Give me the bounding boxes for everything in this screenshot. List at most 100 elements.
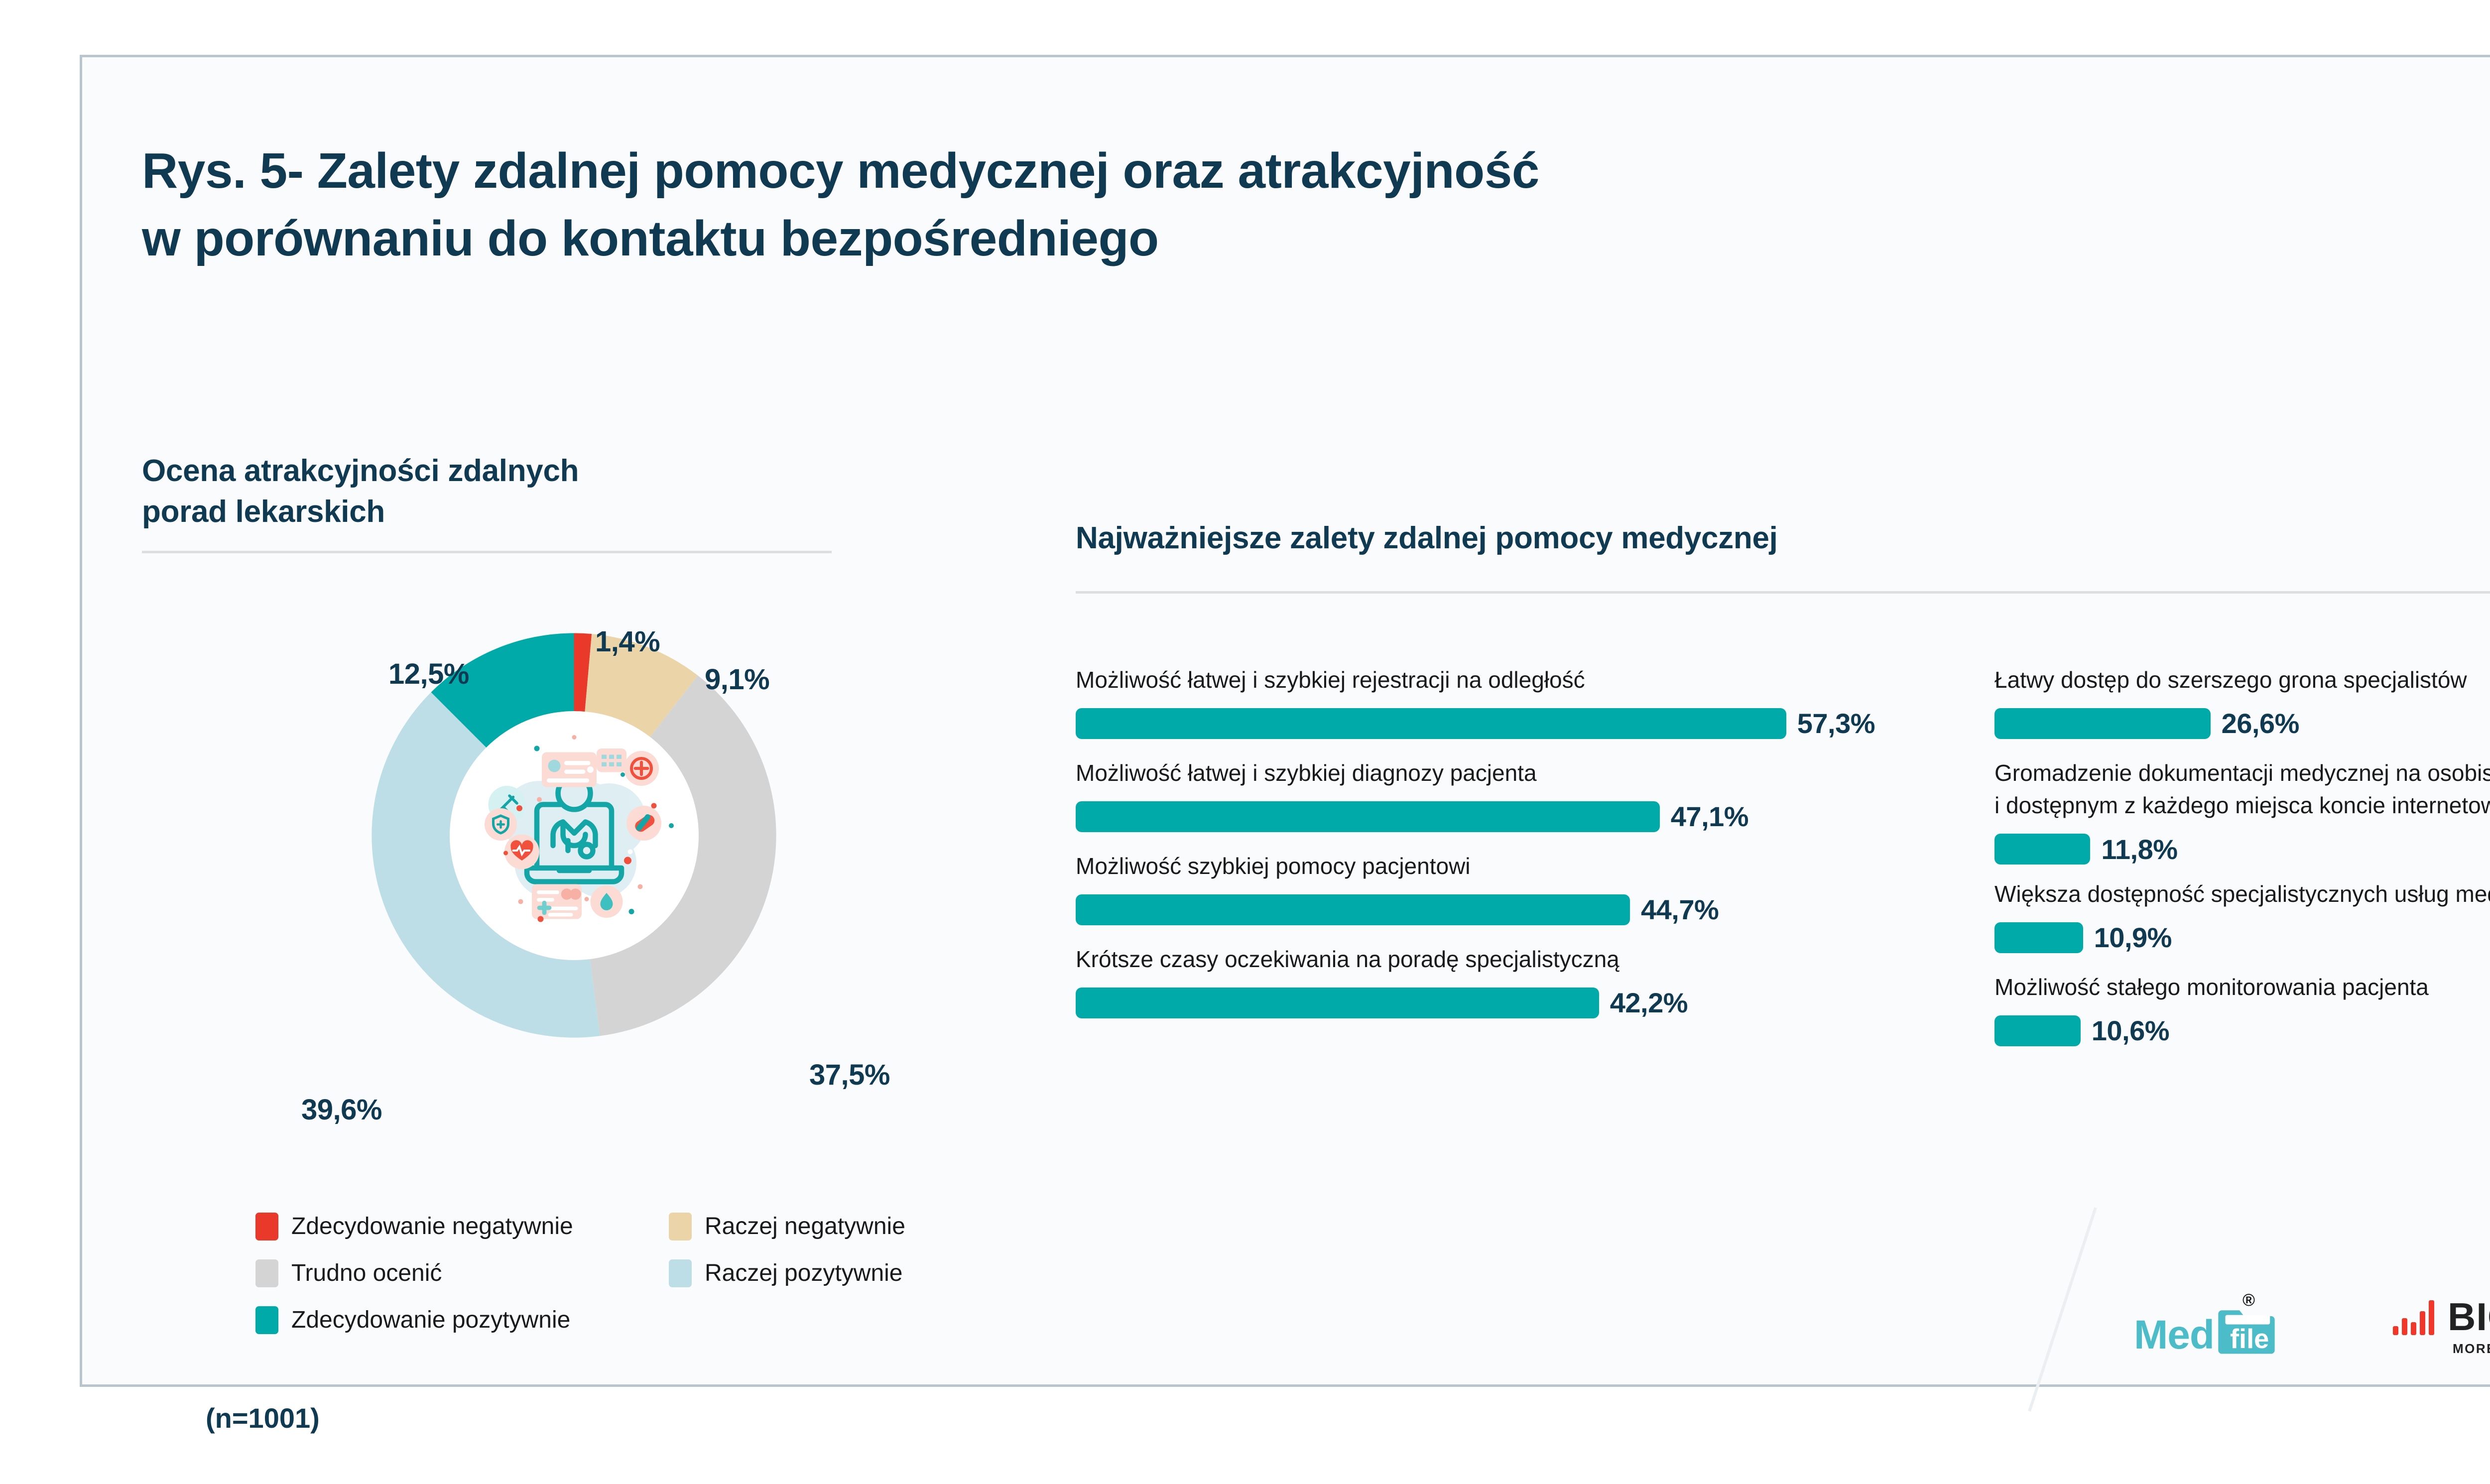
donut-chart	[361, 622, 787, 1048]
benefit-bar-row: 42,2%	[1076, 987, 1688, 1019]
benefit-bar-label: Większa dostępność specjalistycznych usł…	[1994, 881, 2490, 907]
benefit-bar[interactable]	[1076, 801, 1660, 832]
benefit-bar-row: 47,1%	[1076, 800, 1749, 833]
sample-size-label: (n=1001)	[206, 1402, 320, 1434]
donut-segment[interactable]	[589, 675, 776, 1036]
medfile-registered-mark: ®	[2242, 1291, 2255, 1310]
donut-legend: Zdecydowanie negatywnie Raczej negatywni…	[255, 1213, 953, 1353]
benefit-bar-row: 10,9%	[1994, 921, 2490, 954]
page-title-line-1: Rys. 5- Zalety zdalnej pomocy medycznej …	[142, 143, 1539, 199]
legend-item-hard-to-assess[interactable]: Trudno ocenić	[255, 1259, 669, 1287]
benefit-bar[interactable]	[1994, 708, 2211, 739]
telemedicine-illustration	[450, 711, 699, 960]
legend-item-rather-negative[interactable]: Raczej negatywnie	[669, 1213, 905, 1240]
legend-item-strongly-positive[interactable]: Zdecydowanie pozytywnie	[255, 1306, 669, 1334]
legend-swatch-strongly-negative	[255, 1213, 278, 1240]
donut-panel-title-line-2: porad lekarskich	[142, 495, 385, 529]
donut-label-1: 1,4%	[595, 625, 660, 658]
donut-panel-divider	[142, 550, 832, 553]
biostat-logo-wordmark: BIOSTAT	[2448, 1295, 2490, 1339]
benefit-bar-value: 57,3%	[1797, 708, 1875, 740]
benefit-bar[interactable]	[1994, 1015, 2081, 1046]
legend-item-rather-positive[interactable]: Raczej pozytywnie	[669, 1259, 903, 1287]
page-title: Rys. 5- Zalety zdalnej pomocy medycznej …	[142, 137, 1935, 272]
illustration-icon-heart	[504, 834, 539, 869]
donut-label-5: 12,5%	[388, 658, 469, 690]
benefit-bar[interactable]	[1076, 987, 1599, 1018]
biostat-logo-top: BIOSTAT ®	[2393, 1295, 2490, 1339]
legend-row: Trudno ocenić Raczej pozytywnie	[255, 1259, 953, 1287]
benefit-bar[interactable]	[1994, 922, 2083, 953]
benefit-bar-row: 44,7%	[1076, 893, 1719, 926]
benefit-bar-row: 11,8%	[1994, 833, 2490, 866]
benefit-bar-item: Gromadzenie dokumentacji medycznej na os…	[1994, 757, 2490, 866]
svg-text:file: file	[2230, 1324, 2269, 1354]
benefit-bar-label: Możliwość szybkiej pomocy pacjentowi	[1076, 853, 1471, 879]
folder-icon: file	[2217, 1300, 2276, 1359]
legend-row: Zdecydowanie pozytywnie	[255, 1306, 953, 1334]
legend-swatch-rather-positive	[669, 1259, 692, 1287]
benefit-bar-value: 44,7%	[1641, 894, 1719, 926]
benefit-bar-row: 10,6%	[1994, 1014, 2429, 1047]
illustration-icon-shield	[485, 808, 517, 841]
benefit-bar-item: Łatwy dostęp do szerszego grona specjali…	[1994, 664, 2467, 740]
benefit-bar-item: Krótsze czasy oczekiwania na poradę spec…	[1076, 943, 1688, 1019]
donut-label-2: 9,1%	[705, 663, 770, 696]
benefit-bar-item: Możliwość szybkiej pomocy pacjentowi 44,7…	[1076, 850, 1719, 926]
donut-segment[interactable]	[372, 692, 600, 1038]
legend-label-strongly-positive: Zdecydowanie pozytywnie	[291, 1307, 571, 1333]
benefit-bar-row: 26,6%	[1994, 707, 2467, 740]
benefit-bar-item: Możliwość łatwej i szybkiej diagnozy pac…	[1076, 757, 1749, 833]
donut-label-3: 37,5%	[809, 1059, 890, 1091]
benefit-bar-item: Większa dostępność specjalistycznych usł…	[1994, 878, 2490, 954]
legend-label-rather-negative: Raczej negatywnie	[705, 1213, 905, 1239]
illustration-icon-medical-record	[532, 884, 582, 919]
benefit-bar-label: Krótsze czasy oczekiwania na poradę spec…	[1076, 946, 1619, 972]
benefit-bar-value: 26,6%	[2221, 708, 2300, 740]
legend-swatch-rather-negative	[669, 1213, 692, 1240]
legend-label-rather-positive: Raczej pozytywnie	[705, 1260, 903, 1286]
logo-area: Med file ® BIOSTAT ®	[2028, 1207, 2490, 1412]
donut-chart-svg	[372, 633, 776, 1038]
benefit-bar-item: Możliwość stałego monitorowania pacjenta…	[1994, 971, 2429, 1047]
donut-segment[interactable]	[431, 633, 574, 750]
benefits-panel-title: Najważniejsze zalety zdalnej pomocy medy…	[1076, 521, 1778, 555]
benefit-bar[interactable]	[1994, 834, 2091, 865]
benefit-bar-label: Możliwość łatwej i szybkiej diagnozy pac…	[1076, 760, 1537, 786]
benefit-bar-value: 10,9%	[2094, 922, 2172, 954]
benefit-bar-row: 57,3%	[1076, 707, 1875, 740]
logo-separator-slash	[2028, 1207, 2097, 1412]
illustration-icon-calendar	[597, 748, 626, 772]
legend-swatch-hard-to-assess	[255, 1259, 278, 1287]
donut-segment[interactable]	[584, 633, 698, 740]
benefit-bar-value: 10,6%	[2091, 1015, 2170, 1047]
legend-label-hard-to-assess: Trudno ocenić	[291, 1260, 442, 1286]
bar-chart-icon	[2393, 1298, 2438, 1335]
infographic-card: Rys. 5- Zalety zdalnej pomocy medycznej …	[80, 55, 2490, 1434]
benefit-bar-label: Łatwy dostęp do szerszego grona specjali…	[1994, 667, 2467, 693]
benefit-bar-item: Możliwość łatwej i szybkiej rejestracji …	[1076, 664, 1875, 740]
donut-panel-title: Ocena atrakcyjności zdalnych porad lekar…	[142, 451, 839, 533]
biostat-logo-tagline: MORE THAN STATISTICS	[2453, 1341, 2490, 1356]
donut-segment[interactable]	[574, 633, 592, 715]
medfile-logo-med-text: Med	[2134, 1312, 2215, 1358]
illustration-icon-blood-drop	[590, 885, 623, 918]
benefit-bar-label: Możliwość łatwej i szybkiej rejestracji …	[1076, 667, 1585, 693]
benefit-bar-label: Możliwość stałego monitorowania pacjenta	[1994, 974, 2429, 1000]
benefit-bar-value: 47,1%	[1670, 801, 1749, 833]
illustration-icon-pill	[626, 806, 661, 841]
benefit-bar-label: Gromadzenie dokumentacji medycznej na os…	[1994, 760, 2490, 819]
biostat-logo[interactable]: BIOSTAT ® MORE THAN STATISTICS	[2393, 1295, 2490, 1357]
legend-swatch-strongly-positive	[255, 1306, 278, 1334]
legend-label-strongly-negative: Zdecydowanie negatywnie	[291, 1213, 573, 1239]
benefit-bar-value: 42,2%	[1610, 987, 1688, 1019]
benefits-panel-divider	[1076, 591, 2490, 594]
donut-panel-title-line-1: Ocena atrakcyjności zdalnych	[142, 454, 579, 488]
medfile-logo[interactable]: Med file ®	[2134, 1291, 2276, 1359]
benefit-bar[interactable]	[1076, 894, 1630, 925]
illustration-icon-chat-card	[542, 752, 597, 787]
illustration-dots	[503, 735, 674, 922]
illustration-icon-first-aid	[624, 751, 659, 786]
legend-item-strongly-negative[interactable]: Zdecydowanie negatywnie	[255, 1213, 669, 1240]
benefit-bar[interactable]	[1076, 708, 1786, 739]
